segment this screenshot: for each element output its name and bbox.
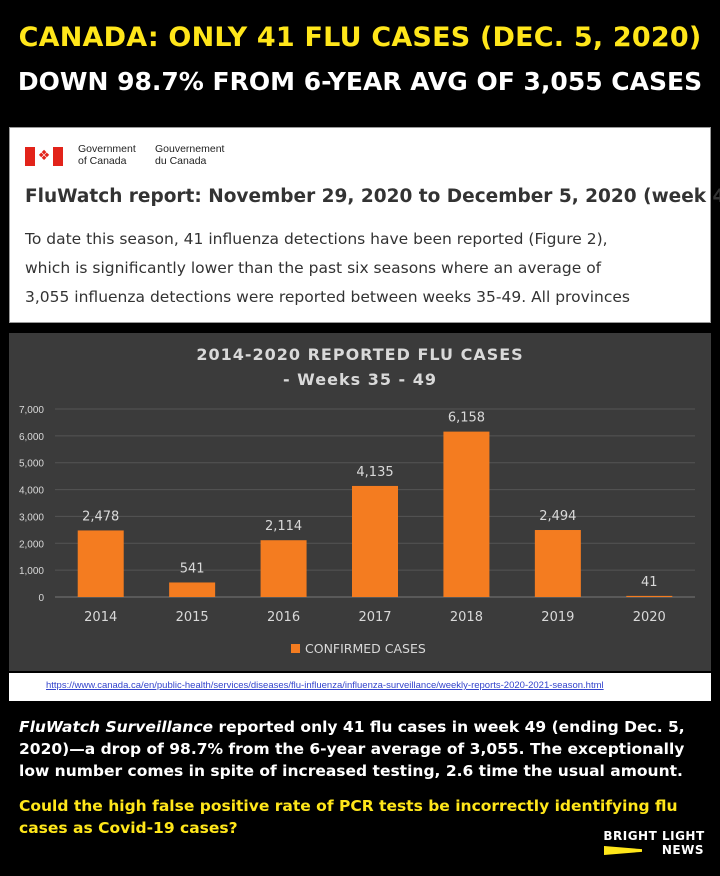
data-label: 41 <box>641 575 658 590</box>
canada-flag-icon: ❖ <box>25 147 63 166</box>
bar-2015 <box>169 582 216 597</box>
bar-2018 <box>443 431 490 597</box>
y-tick-label: 1,000 <box>19 566 44 577</box>
data-label: 541 <box>180 561 205 576</box>
headline-line2: DOWN 98.7% FROM 6-YEAR AVG OF 3,055 CASE… <box>17 67 703 96</box>
caption-text: reported only 41 flu cases in week 49 (e… <box>19 718 685 780</box>
caption-emphasis: FluWatch Surveillance <box>19 718 214 736</box>
bar-2020 <box>626 595 673 597</box>
question-text: Could the high false positive rate of PC… <box>19 797 678 837</box>
data-label: 4,135 <box>356 465 393 480</box>
y-tick-label: 7,000 <box>19 405 44 416</box>
data-label: 2,494 <box>539 509 576 524</box>
legend-swatch <box>291 644 300 653</box>
flashlight-icon <box>604 846 642 855</box>
y-tick-label: 0 <box>38 593 44 604</box>
y-tick-label: 5,000 <box>19 459 44 470</box>
report-body-line: To date this season, 41 influenza detect… <box>25 230 608 248</box>
fluwatch-report-excerpt: ❖ Government of Canada Gouvernement du C… <box>9 127 720 323</box>
x-tick-label: 2020 <box>633 610 666 625</box>
y-tick-label: 2,000 <box>19 539 44 550</box>
flu-cases-chart: 2014-2020 REPORTED FLU CASES - Weeks 35 -… <box>9 333 711 671</box>
y-tick-label: 6,000 <box>19 432 44 443</box>
source-link[interactable]: https://www.canada.ca/en/public-health/s… <box>46 680 604 691</box>
report-body-line: which is significantly lower than the pa… <box>25 259 602 277</box>
x-tick-label: 2017 <box>358 610 391 625</box>
bright-light-news-logo: BRIGHT LIGHT NEWS <box>602 829 706 857</box>
x-tick-label: 2015 <box>176 610 209 625</box>
logo-line1: BRIGHT LIGHT <box>603 829 705 843</box>
government-of-canada-label: Government of Canada <box>78 143 136 167</box>
report-title: FluWatch report: November 29, 2020 to De… <box>25 186 720 207</box>
x-tick-label: 2016 <box>267 610 300 625</box>
legend-label: CONFIRMED CASES <box>305 641 426 656</box>
gouvernement-du-canada-label: Gouvernement du Canada <box>155 143 225 167</box>
data-label: 6,158 <box>448 411 485 426</box>
data-label: 2,114 <box>265 519 302 534</box>
data-label: 2,478 <box>82 509 119 524</box>
y-tick-label: 3,000 <box>19 512 44 523</box>
chart-title: 2014-2020 REPORTED FLU CASES <box>196 345 523 364</box>
logo-line2: NEWS <box>661 843 704 857</box>
chart-svg: 2014-2020 REPORTED FLU CASES - Weeks 35 -… <box>19 345 695 656</box>
source-strip: https://www.canada.ca/en/public-health/s… <box>9 673 711 701</box>
chart-subtitle: - Weeks 35 - 49 <box>283 370 437 389</box>
bar-2014 <box>77 530 124 597</box>
bar-2017 <box>352 485 398 597</box>
report-body: To date this season, 41 influenza detect… <box>25 225 715 312</box>
y-tick-label: 4,000 <box>19 486 44 497</box>
x-tick-label: 2018 <box>450 610 483 625</box>
x-tick-label: 2014 <box>84 610 117 625</box>
headline-line1: CANADA: ONLY 41 FLU CASES (DEC. 5, 2020) <box>18 22 702 53</box>
bar-2019 <box>534 530 581 597</box>
x-tick-label: 2019 <box>541 610 574 625</box>
bar-2016 <box>260 540 307 597</box>
caption: FluWatch Surveillance reported only 41 f… <box>19 716 709 782</box>
report-body-line: 3,055 influenza detections were reported… <box>25 288 630 306</box>
